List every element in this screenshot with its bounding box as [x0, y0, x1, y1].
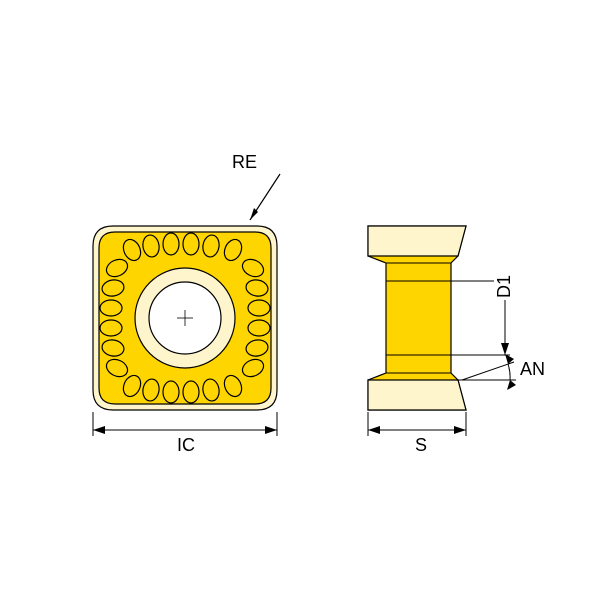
s-label: S	[412, 435, 430, 456]
re-arrow	[242, 172, 282, 232]
re-label: RE	[232, 152, 257, 173]
front-view	[85, 218, 285, 418]
d1-label: D1	[494, 273, 515, 300]
technical-drawing: RE IC D1	[0, 0, 600, 600]
an-label: AN	[520, 359, 545, 380]
ic-label: IC	[174, 435, 198, 456]
